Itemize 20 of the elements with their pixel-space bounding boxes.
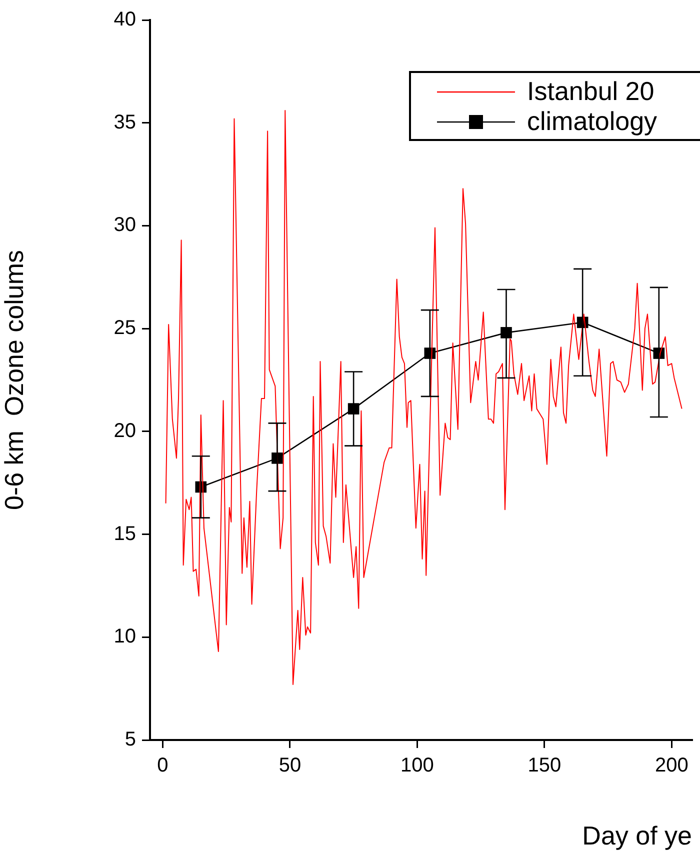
y-tick-label: 20 xyxy=(114,420,136,442)
y-tick-label: 40 xyxy=(114,8,136,31)
y-tick-label: 25 xyxy=(114,317,136,340)
point xyxy=(272,452,283,464)
legend-label: Istanbul 20 xyxy=(527,76,654,106)
legend-label: climatology xyxy=(527,106,658,136)
x-tick-label: 150 xyxy=(528,754,562,777)
point xyxy=(500,327,512,338)
y-axis-title: 0-6 km Ozone colums xyxy=(0,250,29,510)
x-tick-label: 200 xyxy=(654,754,688,777)
y-tick-label: 35 xyxy=(114,111,136,134)
y-tick-label: 30 xyxy=(114,214,136,236)
x-axis-title: Day of ye xyxy=(582,820,692,851)
x-tick-label: 50 xyxy=(278,754,302,777)
y-tick-label: 10 xyxy=(114,626,136,648)
point xyxy=(348,403,360,414)
x-tick-label: 0 xyxy=(157,754,168,777)
y-tick-label: 5 xyxy=(124,728,136,751)
x-tick-label: 100 xyxy=(400,754,434,777)
y-tick-label: 15 xyxy=(114,522,136,545)
